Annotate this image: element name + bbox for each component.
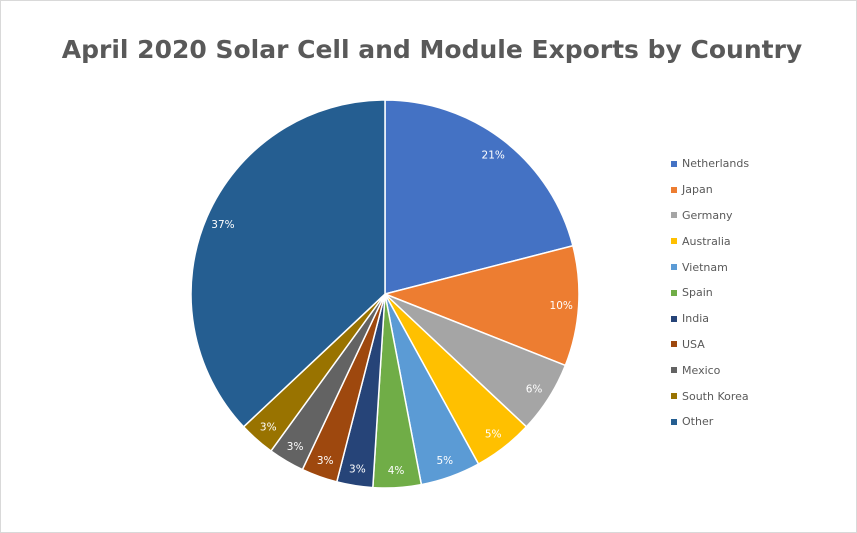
legend-swatch [671, 160, 677, 167]
legend-swatch [671, 264, 677, 271]
pie-slice-japan [382, 244, 580, 367]
legend-label: Germany [682, 208, 733, 222]
legend-swatch [671, 212, 677, 219]
legend-label: India [682, 312, 709, 326]
legend-swatch [671, 341, 677, 348]
legend-swatch [671, 315, 677, 322]
data-label: 4% [388, 465, 405, 477]
legend-item: Vietnam [671, 254, 749, 280]
legend-item: Spain [671, 280, 749, 306]
legend-label: USA [682, 337, 705, 351]
legend-item: Netherlands [671, 151, 749, 177]
pie-slice-other [190, 99, 386, 428]
legend-label: Japan [682, 183, 713, 197]
legend-label: Australia [682, 234, 731, 248]
data-label: 10% [550, 300, 573, 312]
legend-swatch [671, 393, 677, 400]
legend-label: Other [682, 415, 714, 429]
data-label: 37% [211, 219, 234, 231]
legend-label: Spain [682, 286, 713, 300]
legend-item: Germany [671, 203, 749, 229]
legend-item: Australia [671, 228, 749, 254]
legend: Netherlands Japan Germany Australia Vietnam S… [671, 151, 749, 435]
data-label: 3% [287, 441, 304, 453]
data-label: 21% [482, 150, 505, 162]
legend-label: Netherlands [682, 157, 750, 171]
legend-swatch [671, 186, 677, 193]
legend-label: Mexico [682, 363, 721, 377]
legend-item: Japan [671, 177, 749, 203]
data-label: 5% [436, 455, 453, 467]
legend-label: Vietnam [682, 260, 728, 274]
legend-swatch [671, 238, 677, 245]
pie-slice-netherlands [384, 99, 574, 295]
legend-swatch [671, 418, 677, 425]
data-label: 3% [260, 421, 277, 433]
data-label: 3% [349, 463, 366, 475]
data-label: 6% [526, 384, 543, 396]
legend-item: USA [671, 332, 749, 358]
legend-item: Mexico [671, 357, 749, 383]
legend-swatch [671, 367, 677, 374]
legend-swatch [671, 289, 677, 296]
chart-title: April 2020 Solar Cell and Module Exports… [61, 35, 803, 64]
legend-item: South Korea [671, 383, 749, 409]
legend-label: South Korea [682, 389, 749, 403]
data-label: 3% [317, 455, 334, 467]
legend-item: India [671, 306, 749, 332]
legend-item: Other [671, 409, 749, 435]
data-label: 5% [485, 428, 502, 440]
